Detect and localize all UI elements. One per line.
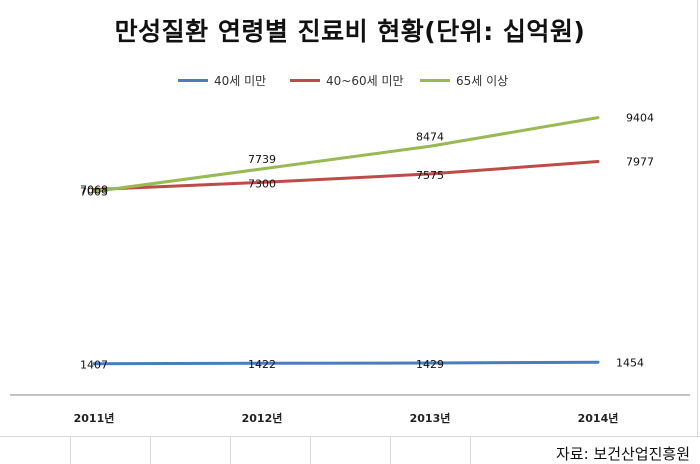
data-label: 1422: [248, 358, 276, 371]
data-label: 7300: [248, 177, 276, 190]
legend-label: 65세 이상: [456, 73, 509, 88]
sheet-gridline: [697, 0, 698, 464]
data-label: 7977: [626, 156, 654, 169]
chart-title: 만성질환 연령별 진료비 현황(단위: 십억원): [114, 17, 586, 46]
data-label: 7739: [248, 153, 276, 166]
x-tick-label: 2011년: [74, 411, 115, 425]
sheet-gridline: [310, 436, 311, 464]
data-label: 7003: [80, 186, 108, 199]
series-line-2: [92, 116, 600, 194]
series-line-1: [92, 160, 600, 192]
x-tick-label: 2012년: [242, 411, 283, 425]
legend-swatch: [420, 78, 450, 82]
x-tick-label: 2013년: [410, 411, 451, 425]
series-line-0: [92, 360, 600, 366]
legend-item-40-60: 40~60세 미만: [290, 70, 404, 90]
x-tick-label: 2014년: [578, 411, 619, 425]
sheet-gridline: [470, 436, 471, 464]
source-note: 자료: 보건산업진흥원: [555, 445, 690, 463]
sheet-gridline: [70, 436, 71, 464]
data-label: 7575: [416, 169, 444, 182]
legend-label: 40~60세 미만: [326, 73, 404, 88]
sheet-gridline: [230, 436, 231, 464]
sheet-gridline: [0, 436, 700, 437]
data-label: 9404: [626, 112, 654, 125]
chart-legend: 40세 미만 40~60세 미만 65세 이상: [0, 70, 700, 90]
data-label: 1407: [80, 359, 108, 372]
sheet-gridline: [390, 436, 391, 464]
data-label: 8474: [416, 130, 444, 143]
legend-label: 40세 미만: [214, 73, 267, 88]
sheet-gridline: [150, 436, 151, 464]
data-label: 7068: [80, 184, 108, 197]
source-box: [533, 438, 700, 464]
data-label: 1454: [616, 356, 644, 369]
legend-item-65-plus: 65세 이상: [420, 70, 508, 90]
legend-swatch: [178, 78, 208, 82]
data-label: 1429: [416, 358, 444, 371]
legend-item-under-40: 40세 미만: [178, 70, 266, 90]
legend-swatch: [290, 78, 320, 82]
